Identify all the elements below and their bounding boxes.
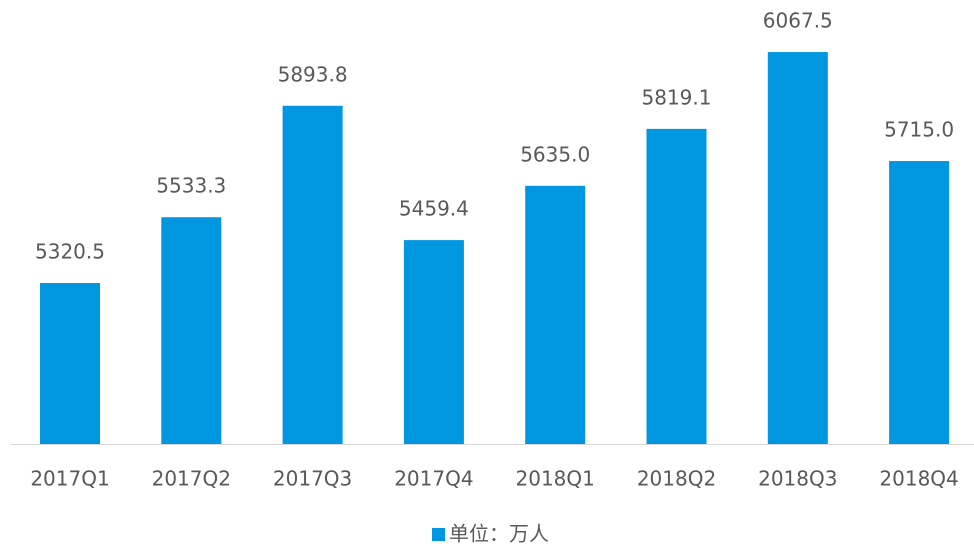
- data-label: 6067.5: [763, 9, 833, 33]
- data-label: 5635.0: [520, 142, 590, 166]
- x-tick-label: 2017Q3: [273, 467, 352, 491]
- data-label: 5459.4: [399, 197, 469, 221]
- x-tick-label: 2018Q4: [879, 467, 958, 491]
- bar: [161, 217, 222, 444]
- bar: [767, 52, 828, 445]
- data-label: 5320.5: [35, 240, 105, 264]
- x-tick-label: 2017Q2: [152, 467, 231, 491]
- x-tick-label: 2018Q3: [758, 467, 837, 491]
- bar: [646, 128, 707, 445]
- x-tick-label: 2018Q2: [637, 467, 716, 491]
- legend-swatch: [432, 528, 445, 541]
- data-label: 5715.0: [884, 118, 954, 142]
- x-tick-label: 2018Q1: [516, 467, 595, 491]
- bar: [403, 240, 464, 444]
- x-tick-label: 2017Q1: [30, 467, 109, 491]
- legend: 单位：万人: [432, 522, 549, 546]
- bar: [889, 161, 950, 445]
- x-tick-label: 2017Q4: [394, 467, 473, 491]
- bar: [282, 105, 343, 445]
- bar: [40, 283, 100, 444]
- bar: [525, 185, 586, 445]
- data-label: 5819.1: [642, 85, 712, 109]
- data-label: 5893.8: [278, 62, 348, 86]
- data-label: 5533.3: [156, 174, 226, 198]
- legend-label: 单位：万人: [449, 522, 549, 546]
